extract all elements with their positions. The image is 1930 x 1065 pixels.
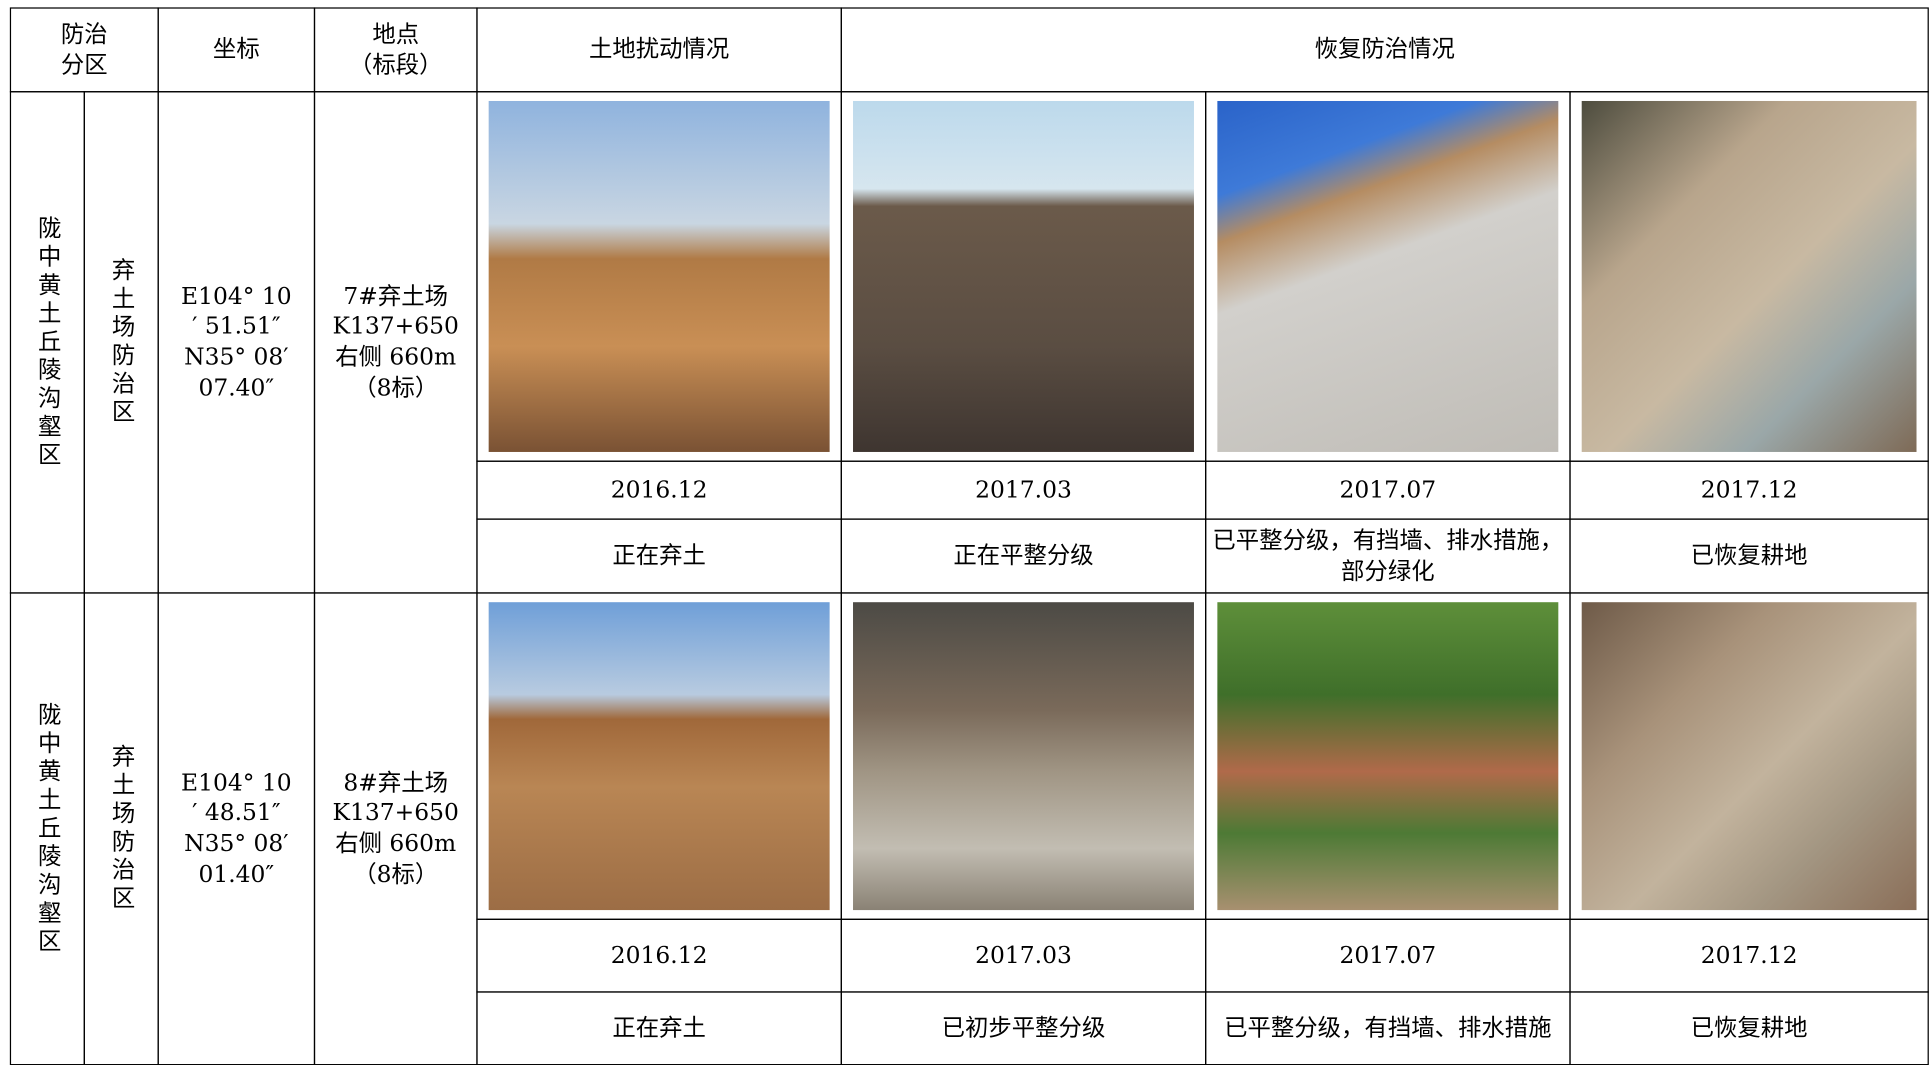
subzone: 弃土场防治区 xyxy=(83,592,159,1065)
status: 正在弃土 xyxy=(476,518,842,594)
header-coordinate: 坐标 xyxy=(157,7,316,93)
location-line: K137+650 xyxy=(332,799,459,827)
status: 已平整分级，有挡墙、排水措施 xyxy=(1205,991,1571,1065)
location-line: 右侧 660m xyxy=(335,830,457,858)
header-zone-line: 防治 xyxy=(60,20,108,48)
photo xyxy=(853,100,1194,452)
status: 正在平整分级 xyxy=(840,518,1207,594)
photo xyxy=(1581,100,1917,452)
location-line: 右侧 660m xyxy=(335,343,457,371)
photo xyxy=(488,100,830,452)
location-line: 7#弃土场 xyxy=(343,282,449,310)
coordinate: E104° 10 ′ 48.51″ N35° 08′ 01.40″ xyxy=(157,592,316,1065)
status: 正在弃土 xyxy=(476,991,842,1065)
header-disturbance: 土地扰动情况 xyxy=(476,7,842,93)
location-line: 8#弃土场 xyxy=(343,769,449,797)
date: 2016.12 xyxy=(476,918,842,993)
location-line: （8标） xyxy=(353,860,439,888)
date: 2017.07 xyxy=(1205,460,1571,520)
coordinate-line: N35° 08′ xyxy=(184,830,289,858)
date: 2017.12 xyxy=(1569,918,1929,993)
subzone: 弃土场防治区 xyxy=(83,91,159,594)
coordinate-line: 01.40″ xyxy=(198,860,275,888)
coordinate-line: ′ 48.51″ xyxy=(192,799,281,827)
header-zone: 防治 分区 xyxy=(9,7,159,93)
photo xyxy=(488,602,830,911)
zone: 陇中黄土丘陵沟壑区 xyxy=(9,592,85,1065)
status: 已恢复耕地 xyxy=(1569,518,1929,594)
coordinate-line: ′ 51.51″ xyxy=(192,313,281,341)
header-recovery: 恢复防治情况 xyxy=(840,7,1929,93)
status: 已恢复耕地 xyxy=(1569,991,1929,1065)
coordinate-line: E104° 10 xyxy=(181,282,292,310)
coordinate-line: N35° 08′ xyxy=(184,343,289,371)
header-zone-line: 分区 xyxy=(60,51,108,79)
coordinate: E104° 10 ′ 51.51″ N35° 08′ 07.40″ xyxy=(157,91,316,594)
photo xyxy=(1217,100,1559,452)
coordinate-line: E104° 10 xyxy=(181,769,292,797)
zone: 陇中黄土丘陵沟壑区 xyxy=(9,91,85,594)
header-location: 地点 （标段） xyxy=(313,7,478,93)
coordinate-line: 07.40″ xyxy=(198,373,275,402)
header-location-line: 地点 xyxy=(372,20,420,48)
date: 2017.03 xyxy=(840,918,1207,993)
location: 8#弃土场 K137+650 右侧 660m （8标） xyxy=(313,592,478,1065)
photo xyxy=(1217,602,1559,911)
header-location-line: （标段） xyxy=(348,51,443,79)
photo xyxy=(853,602,1194,911)
photo xyxy=(1581,602,1917,911)
status: 已初步平整分级 xyxy=(840,991,1207,1065)
location: 7#弃土场 K137+650 右侧 660m （8标） xyxy=(313,91,478,594)
date: 2017.03 xyxy=(840,460,1207,520)
location-line: （8标） xyxy=(353,373,439,402)
date: 2017.07 xyxy=(1205,918,1571,993)
status: 已平整分级，有挡墙、排水措施，部分绿化 xyxy=(1205,518,1571,594)
location-line: K137+650 xyxy=(332,313,459,341)
date: 2017.12 xyxy=(1569,460,1929,520)
date: 2016.12 xyxy=(476,460,842,520)
